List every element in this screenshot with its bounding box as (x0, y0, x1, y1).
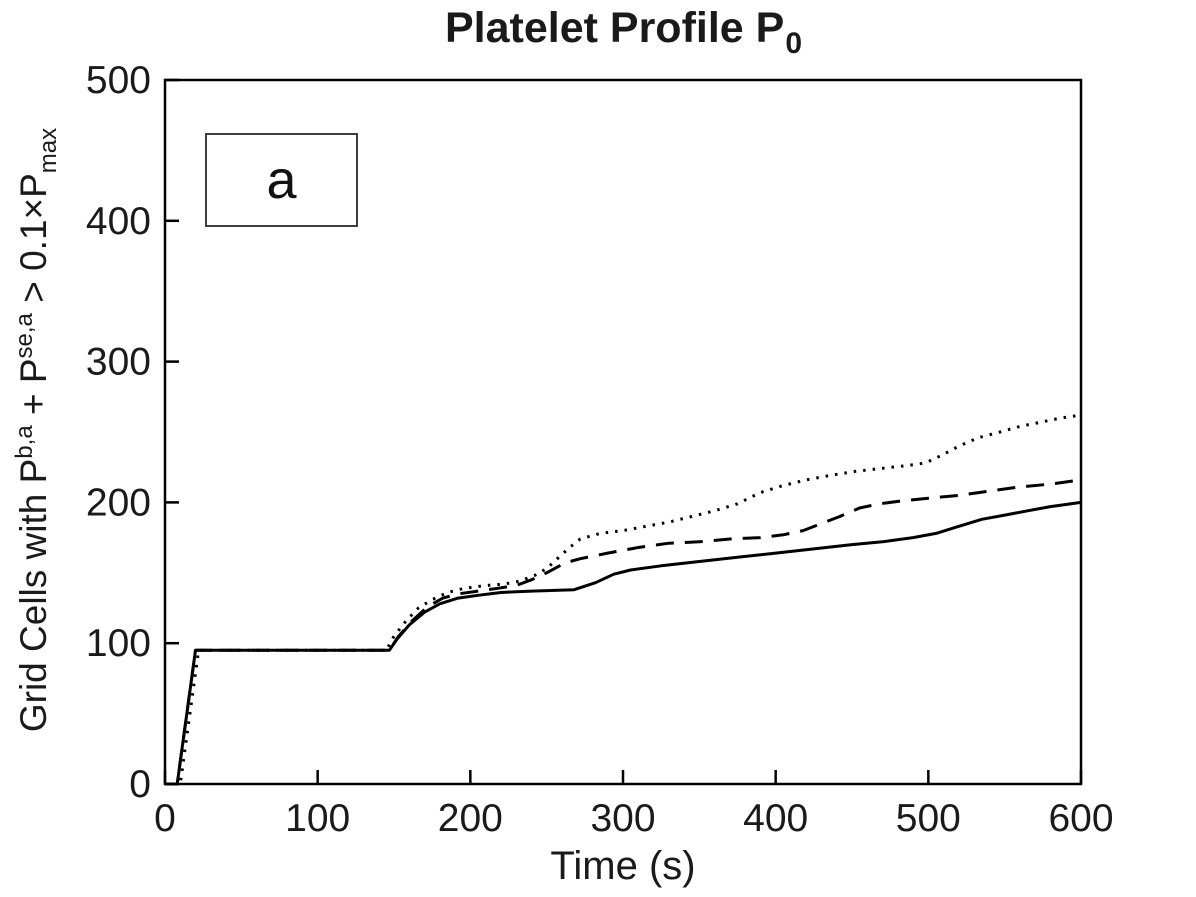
x-tick-label: 0 (154, 797, 176, 840)
y-tick-label: 100 (86, 622, 151, 665)
y-tick-label: 400 (86, 200, 151, 243)
annotation-label: a (266, 150, 297, 210)
x-tick-label: 500 (896, 797, 961, 840)
x-tick-label: 600 (1048, 797, 1113, 840)
chart-title-text: Platelet Profile P (444, 4, 785, 52)
x-tick-label: 100 (285, 797, 350, 840)
y-tick-label: 200 (86, 481, 151, 524)
y-tick-label: 0 (129, 763, 151, 806)
y-tick-label: 300 (86, 341, 151, 384)
series-dotted-line (165, 413, 1082, 786)
series-dashed-line (165, 478, 1082, 786)
x-tick-label: 200 (438, 797, 503, 840)
chart-title-subscript: 0 (785, 27, 803, 60)
chart-title: Platelet Profile P0 (165, 4, 1081, 60)
series-solid-line (165, 500, 1082, 786)
y-tick-label: 500 (86, 59, 151, 102)
annotation-box-a: a (205, 133, 358, 227)
x-axis-label: Time (s) (550, 844, 696, 888)
x-tick-label: 300 (590, 797, 655, 840)
x-tick-label: 400 (743, 797, 808, 840)
